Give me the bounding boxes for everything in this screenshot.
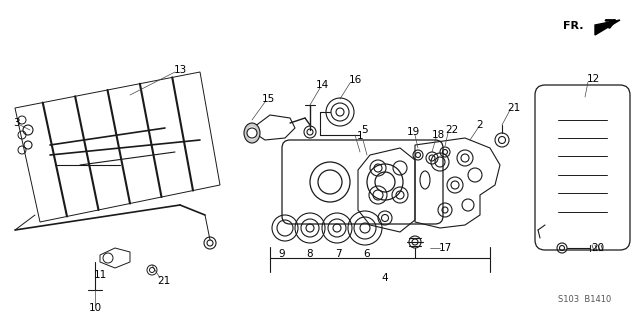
Text: 3: 3: [13, 118, 19, 128]
Text: S103  B1410: S103 B1410: [558, 295, 612, 305]
Text: FR.: FR.: [563, 21, 583, 31]
Text: 5: 5: [362, 125, 368, 135]
Text: 8: 8: [307, 249, 314, 259]
Text: 20: 20: [591, 243, 605, 253]
Text: 17: 17: [438, 243, 452, 253]
Text: 13: 13: [173, 65, 187, 75]
Text: 12: 12: [586, 74, 600, 84]
Text: 4: 4: [381, 273, 388, 283]
Text: 22: 22: [445, 125, 459, 135]
Text: 15: 15: [261, 94, 275, 104]
Text: 10: 10: [88, 303, 102, 313]
Text: 21: 21: [508, 103, 520, 113]
Text: 2: 2: [477, 120, 483, 130]
Text: 19: 19: [406, 127, 420, 137]
Text: 18: 18: [431, 130, 445, 140]
Text: 9: 9: [278, 249, 285, 259]
Text: 1: 1: [356, 131, 364, 141]
Text: 7: 7: [335, 249, 341, 259]
Text: 16: 16: [348, 75, 362, 85]
Text: 11: 11: [93, 270, 107, 280]
Polygon shape: [595, 20, 620, 35]
Ellipse shape: [244, 123, 260, 143]
Text: 14: 14: [316, 80, 328, 90]
Ellipse shape: [247, 127, 257, 139]
Text: 21: 21: [157, 276, 171, 286]
Text: 6: 6: [364, 249, 371, 259]
